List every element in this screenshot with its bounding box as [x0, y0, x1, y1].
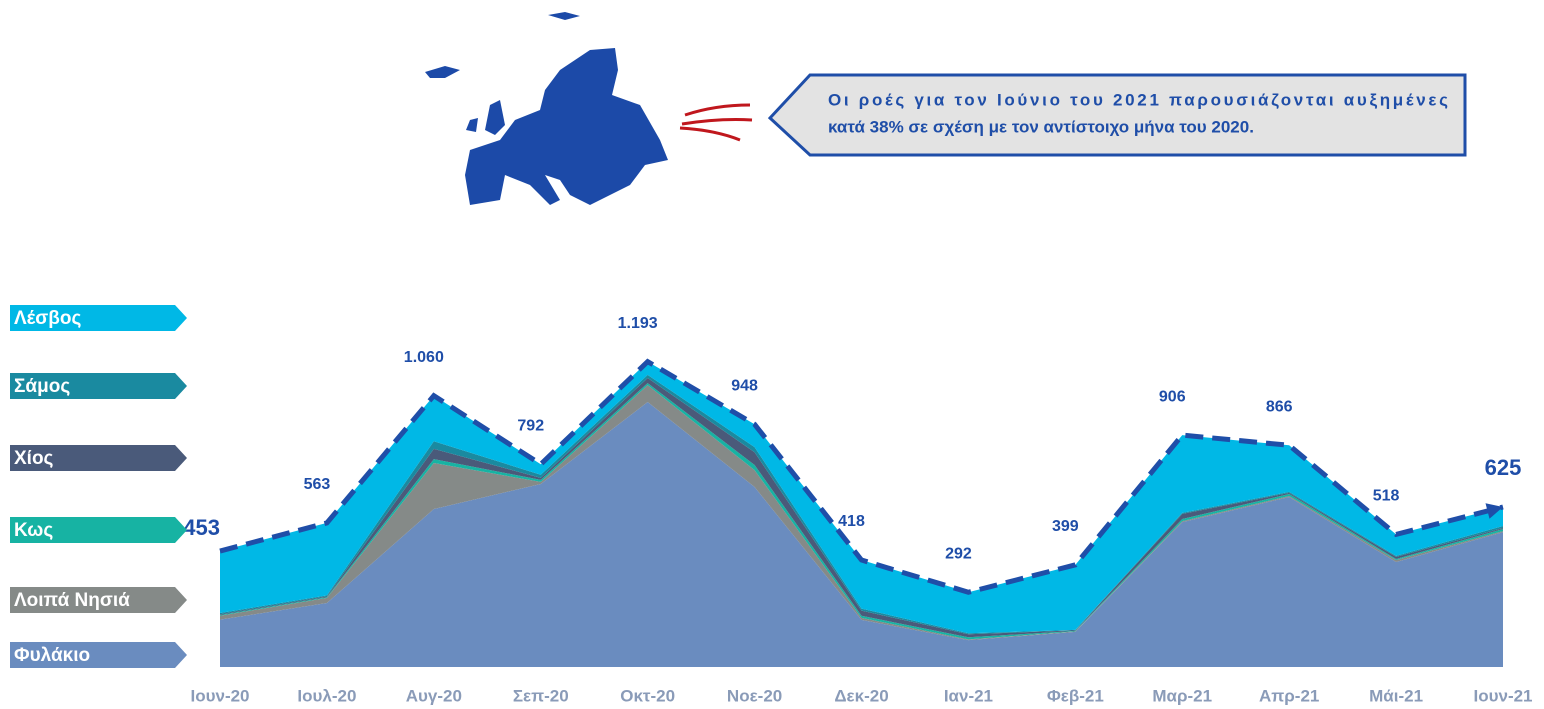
legend-swatch [10, 373, 187, 399]
total-label: 292 [945, 545, 972, 562]
legend-swatch [10, 642, 187, 668]
x-tick-label: Δεκ-20 [834, 686, 888, 705]
legend-label: Χίος [14, 448, 54, 469]
legend-label: Λέσβος [14, 308, 81, 329]
callout-text: κατά 38% σε σχέση με τον αντίστοιχο μήνα… [828, 117, 1254, 136]
total-label: 1.193 [618, 315, 658, 332]
x-tick-label: Νοε-20 [727, 686, 782, 705]
callout-text: Οι ροές για τον Ιούνιο του 2021 παρουσιά… [828, 90, 1448, 109]
x-tick-label: Ιουλ-20 [297, 686, 356, 705]
legend-label: Λοιπά Νησιά [14, 590, 130, 611]
total-label: 399 [1052, 518, 1079, 535]
area [220, 361, 1503, 634]
callout-box [767, 73, 1467, 157]
total-label: 948 [731, 378, 758, 395]
x-tick-label: Φεβ-21 [1047, 686, 1104, 705]
legend-swatch [10, 587, 187, 613]
legend-swatch [10, 517, 187, 543]
x-tick-label: Απρ-21 [1259, 686, 1319, 705]
x-tick-label: Μάι-21 [1369, 686, 1423, 705]
arrows [679, 103, 753, 142]
total-label: 625 [1485, 455, 1522, 480]
x-tick-label: Σεπ-20 [513, 686, 569, 705]
legend-swatch [10, 305, 187, 331]
x-tick-label: Μαρ-21 [1152, 686, 1212, 705]
total-label: 906 [1159, 388, 1186, 405]
total-label: 563 [304, 476, 331, 493]
total-label: 792 [517, 417, 544, 434]
total-label: 518 [1373, 488, 1400, 505]
x-tick-label: Ιαν-21 [944, 686, 993, 705]
legend-swatch [10, 445, 187, 471]
x-tick-label: Οκτ-20 [620, 686, 675, 705]
total-label: 866 [1266, 399, 1293, 416]
total-label: 1.060 [404, 349, 444, 366]
legend-label: Κως [14, 520, 53, 541]
x-tick-label: Αυγ-20 [406, 686, 462, 705]
total-arrowhead [1485, 503, 1503, 519]
total-label: 418 [838, 513, 865, 530]
total-line [219, 358, 1504, 595]
area [220, 402, 1503, 667]
legend-label: Σάμος [14, 376, 70, 397]
europe-map [425, 12, 668, 205]
x-tick-label: Ιουν-21 [1473, 686, 1532, 705]
x-tick-label: Ιουν-20 [190, 686, 249, 705]
legend-label: Φυλάκιο [14, 645, 90, 666]
total-label: 453 [183, 515, 220, 540]
